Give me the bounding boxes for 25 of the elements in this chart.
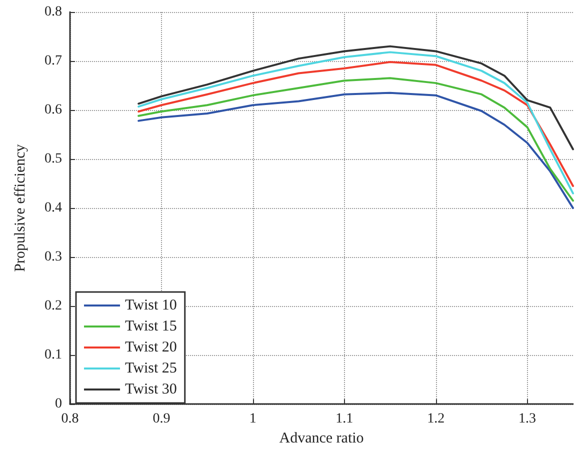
legend-label: Twist 20: [125, 340, 177, 356]
y-tick-label: 0.7: [44, 54, 62, 69]
legend-label: Twist 25: [125, 360, 177, 376]
x-axis-title: Advance ratio: [279, 430, 364, 446]
line-series: [138, 45, 574, 150]
y-tick-label: 0.6: [44, 102, 62, 118]
legend-label: Twist 15: [125, 318, 177, 334]
y-tick-label: 0.8: [44, 4, 62, 20]
x-tick-label: 1: [249, 412, 256, 427]
y-tick-label: 0.2: [44, 298, 62, 314]
y-tick-label: 0.1: [44, 348, 62, 363]
y-tick-label: 0.3: [44, 250, 62, 265]
y-axis-title: Propulsive efficiency: [12, 144, 28, 272]
legend-label: Twist 30: [125, 382, 177, 398]
x-tick-label: 1.2: [427, 412, 445, 427]
x-tick-label: 1.3: [518, 412, 536, 427]
line-series: [138, 77, 574, 202]
legend-label: Twist 10: [125, 298, 177, 314]
x-tick-label: 0.9: [152, 412, 170, 427]
line-series: [138, 92, 574, 210]
y-tick-label: 0: [55, 396, 62, 412]
y-tick-label: 0.4: [44, 200, 62, 216]
x-tick-label: 0.8: [61, 412, 79, 427]
y-tick-label: 0.5: [44, 152, 62, 167]
x-tick-label: 1.1: [336, 412, 354, 427]
